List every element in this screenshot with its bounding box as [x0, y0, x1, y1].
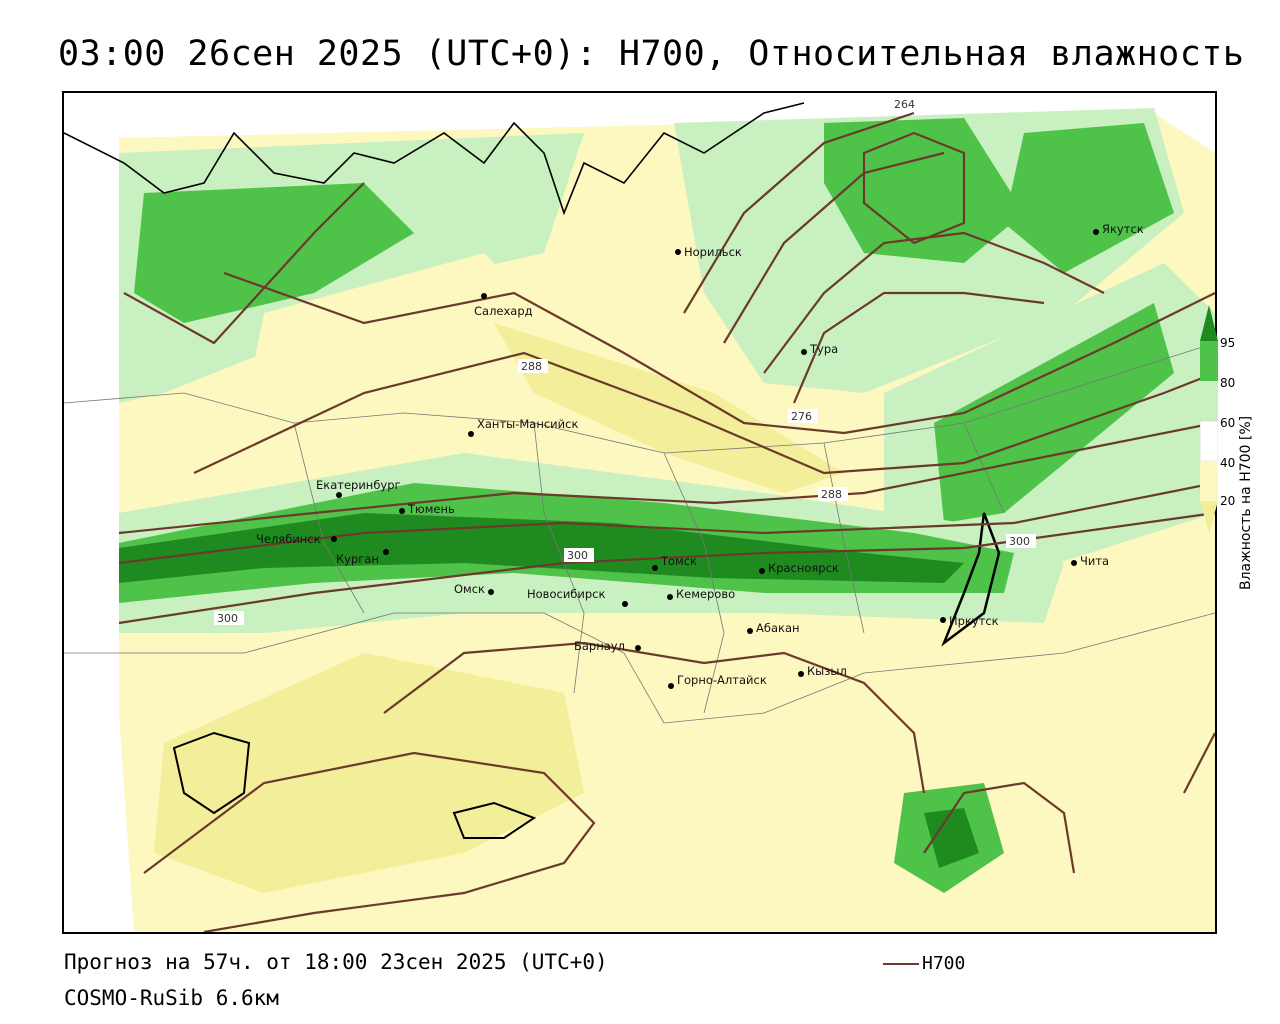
city-label-salekhard[interactable]: Салехард: [474, 304, 533, 318]
city-label-abakan[interactable]: Абакан: [756, 621, 800, 635]
city-dot-salekhard: [481, 293, 487, 299]
colorbar-tick-40: 40: [1220, 456, 1236, 470]
city-dot-tura: [801, 349, 807, 355]
city-label-tura[interactable]: Тура: [809, 342, 838, 356]
city-label-omsk[interactable]: Омск: [454, 582, 485, 596]
humid-zone-north: [824, 118, 1024, 263]
map-title: 03:00 26сен 2025 (UTC+0): H700, Относите…: [58, 34, 1245, 74]
city-label-khanty-mansiysk[interactable]: Ханты-Мансийск: [477, 417, 578, 431]
city-label-norilsk[interactable]: Норильск: [684, 245, 742, 259]
colorbar-tick-20: 20: [1220, 494, 1236, 508]
colorbar-band-40-60: [1199, 420, 1219, 462]
colorbar-tick-80: 80: [1220, 376, 1236, 390]
contour-288-b: [223, 271, 1215, 435]
colorbar-top-triangle: [1200, 305, 1218, 341]
weather-map[interactable]: 264 276 288 288 300 300 300 Салехард Нор…: [62, 91, 1217, 934]
saturated-zone-southeast: [924, 808, 979, 868]
colorbar-title: Влажность на H700 [%]: [1238, 415, 1254, 590]
saturated-band: [119, 513, 964, 583]
city-dot-chita: [1071, 560, 1077, 566]
city-dot-krasnoyarsk: [759, 568, 765, 574]
lake-southern: [452, 801, 537, 839]
colorbar-tick-60: 60: [1220, 416, 1236, 430]
contour-label-group: 264 276 288 288 300 300 300: [214, 97, 1036, 625]
region-borders: [64, 342, 1215, 724]
city-label-tyumen[interactable]: Тюмень: [407, 502, 455, 516]
city-dot-tomsk: [652, 565, 658, 571]
contour-southeast: [923, 781, 1076, 874]
contour-282-a: [683, 111, 915, 314]
contour-label-300-b: 300: [217, 612, 238, 625]
colorbar-band-20-40: [1200, 461, 1218, 501]
colorbar-tick-95: 95: [1220, 336, 1236, 350]
city-dot-chelyabinsk: [331, 536, 337, 542]
contour-300-b: [118, 481, 1215, 565]
city-dot-novosibirsk: [622, 601, 628, 607]
city-dot-norilsk: [675, 249, 681, 255]
colorbar-band-60-80: [1200, 381, 1218, 421]
contour-294: [118, 421, 1215, 535]
city-label-gorno-altaysk[interactable]: Горно-Алтайск: [677, 673, 767, 687]
contour-label-300-a: 300: [567, 549, 588, 562]
city-dot-kemerovo: [667, 594, 673, 600]
contour-label-288-a: 288: [521, 360, 542, 373]
contour-label-288-b: 288: [821, 488, 842, 501]
city-dot-barnaul: [635, 645, 641, 651]
humidity-colorbar: [1199, 305, 1219, 533]
city-dot-ekaterinburg: [336, 492, 342, 498]
city-label-chelyabinsk[interactable]: Челябинск: [256, 532, 321, 546]
humid-zone-northeast: [1004, 123, 1174, 273]
city-dot-yakutsk: [1093, 229, 1099, 235]
model-info: COSMO-RuSib 6.6км: [64, 986, 279, 1010]
contour-288-a: [193, 351, 1215, 475]
city-label-yakutsk[interactable]: Якутск: [1102, 222, 1144, 236]
dry-band-northwest: [254, 253, 524, 363]
city-label-krasnoyarsk[interactable]: Красноярск: [768, 561, 839, 575]
colorbar-band-80-95: [1200, 341, 1218, 381]
city-dot-kyzyl: [798, 671, 804, 677]
city-label-kurgan[interactable]: Курган: [336, 552, 379, 566]
contour-label-300-c: 300: [1009, 535, 1030, 548]
city-dot-khanty-mansiysk: [468, 431, 474, 437]
city-dot-irkutsk: [940, 617, 946, 623]
coastline: [64, 102, 805, 216]
city-label-kemerovo[interactable]: Кемерово: [676, 587, 735, 601]
city-dot-tyumen: [399, 508, 405, 514]
contour-288-c: [123, 182, 365, 345]
contour-label-264: 264: [894, 98, 915, 111]
very-dry-zone-south: [154, 653, 584, 893]
city-label-chita[interactable]: Чита: [1080, 554, 1109, 568]
city-dot-abakan: [747, 628, 753, 634]
contour-edge-east: [1183, 732, 1215, 794]
forecast-info: Прогноз на 57ч. от 18:00 23сен 2025 (UTC…: [64, 950, 608, 974]
h700-contours: [118, 111, 1215, 932]
h700-legend-label: H700: [922, 953, 966, 974]
h700-legend-line: [883, 963, 919, 965]
contour-southern-closed: [143, 751, 596, 932]
colorbar-bottom-triangle: [1200, 501, 1218, 533]
city-markers: Салехард Норильск Якутск Тура Ханты-Манс…: [256, 222, 1144, 689]
city-label-kyzyl[interactable]: Кызыл: [807, 664, 847, 678]
lake-baikal: [941, 512, 1001, 647]
lake-balkhash: [172, 731, 251, 815]
contour-276-b: [792, 291, 1045, 404]
city-label-barnaul[interactable]: Барнаул: [574, 639, 625, 653]
contour-282-b: [723, 151, 945, 344]
city-dot-omsk: [488, 589, 494, 595]
contour-300-a: [118, 511, 1215, 625]
humid-zone-northwest: [134, 183, 414, 323]
city-dot-kurgan: [383, 549, 389, 555]
contour-southern-high: [383, 641, 926, 794]
contour-264-closed: [862, 131, 966, 245]
city-label-irkutsk[interactable]: Иркутск: [949, 614, 999, 628]
city-label-novosibirsk[interactable]: Новосибирск: [527, 587, 605, 601]
city-dot-gorno-altaysk: [668, 683, 674, 689]
city-label-tomsk[interactable]: Томск: [660, 554, 697, 568]
contour-label-276: 276: [791, 410, 812, 423]
city-label-ekaterinburg[interactable]: Екатеринбург: [316, 478, 401, 492]
